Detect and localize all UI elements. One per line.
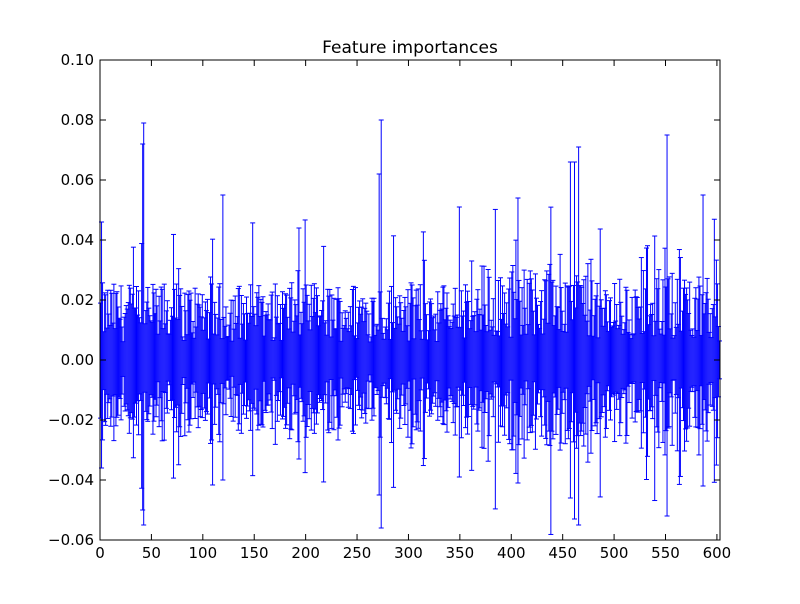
y-tick-label: 0.06 — [61, 171, 94, 189]
chart-title: Feature importances — [322, 38, 498, 58]
x-tick-label: 100 — [188, 544, 217, 562]
x-tick-label: 400 — [497, 544, 526, 562]
y-tick-label: −0.06 — [48, 531, 94, 549]
y-tick-label: 0.04 — [61, 231, 94, 249]
x-tick-label: 200 — [291, 544, 320, 562]
x-tick-label: 150 — [240, 544, 269, 562]
y-tick-label: 0.08 — [61, 111, 94, 129]
x-tick-label: 250 — [343, 544, 372, 562]
x-axis-ticks: 0 50 100 150 200 250 300 350 400 450 500 550 600 — [95, 60, 731, 562]
y-axis-ticks: −0.06 −0.04 −0.02 0.00 0.02 0.04 0.06 0.08 0.10 — [48, 51, 720, 549]
x-tick-label: 300 — [394, 544, 423, 562]
x-tick-label: 0 — [95, 544, 105, 562]
x-tick-label: 350 — [446, 544, 475, 562]
x-tick-label: 50 — [142, 544, 161, 562]
x-tick-label: 600 — [703, 544, 732, 562]
error-bar-series — [98, 119, 722, 535]
y-tick-label: 0.00 — [61, 351, 94, 369]
x-tick-label: 450 — [548, 544, 577, 562]
y-tick-label: −0.04 — [48, 471, 94, 489]
x-tick-label: 500 — [600, 544, 629, 562]
x-tick-label: 550 — [651, 544, 680, 562]
y-tick-label: −0.02 — [48, 411, 94, 429]
y-tick-label: 0.02 — [61, 291, 94, 309]
y-tick-label: 0.10 — [61, 51, 94, 69]
